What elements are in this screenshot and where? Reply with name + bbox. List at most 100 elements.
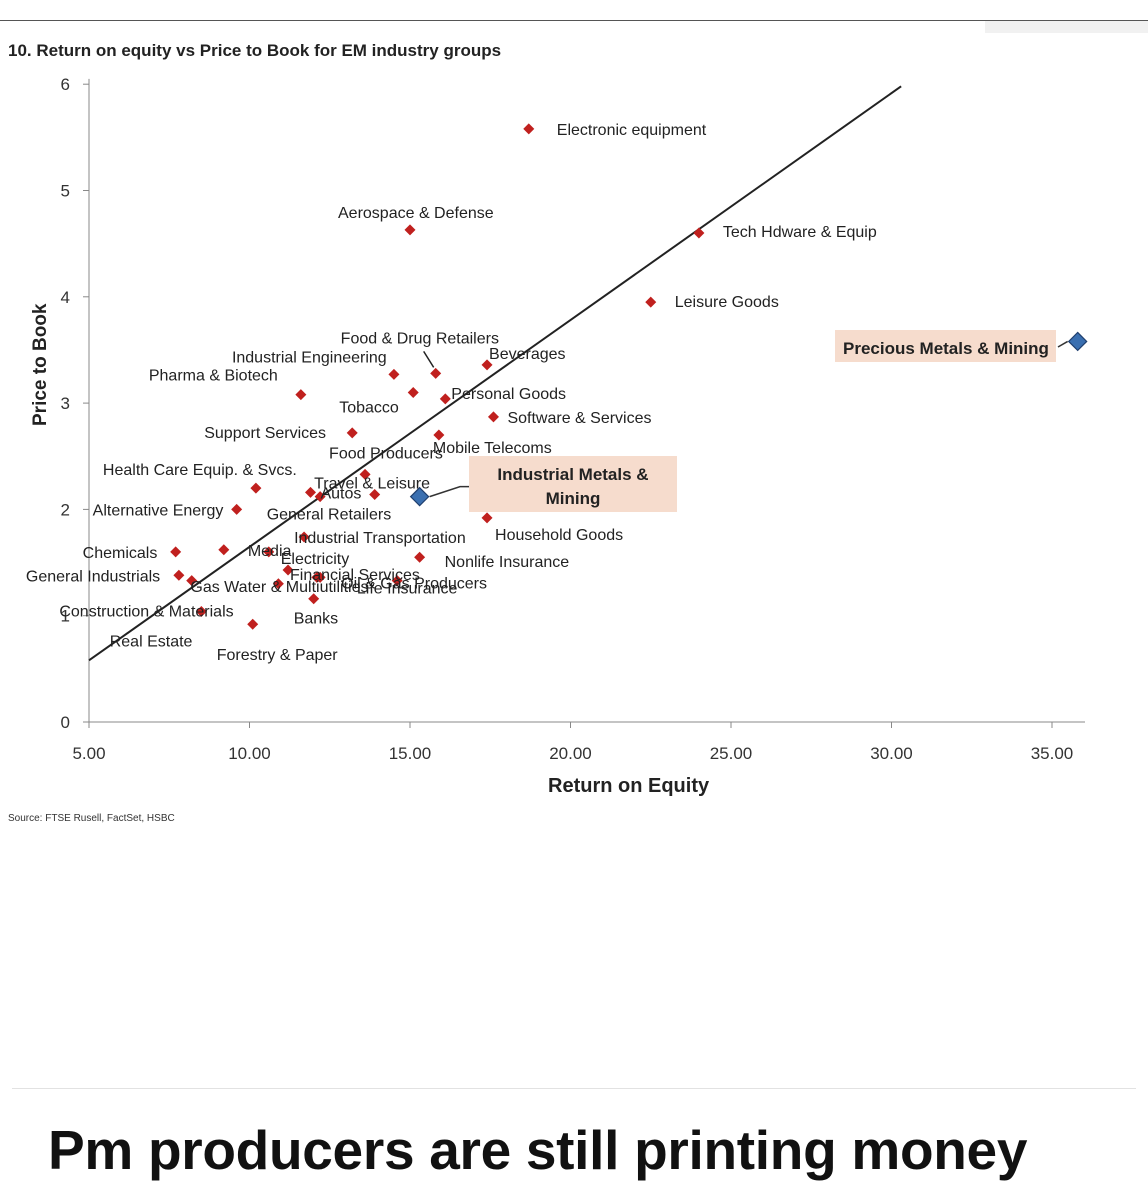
point-personal-goods — [439, 393, 451, 405]
point-general-retailers — [369, 489, 381, 501]
point-autos — [304, 486, 316, 498]
label-aerospace-defense: Aerospace & Defense — [338, 205, 494, 222]
label-electricity: Electricity — [281, 551, 349, 568]
data-points — [170, 123, 1088, 630]
point-mobile-telecoms — [433, 429, 445, 441]
x-tick-label: 15.00 — [389, 744, 432, 763]
label-autos: Autos — [320, 485, 361, 502]
point-alternative-energy — [231, 503, 243, 515]
label-line: Mining — [546, 489, 601, 508]
y-tick-label: 3 — [61, 394, 70, 413]
label-banks: Banks — [294, 611, 338, 628]
point-general-industrials — [173, 569, 185, 581]
y-tick-label: 2 — [61, 500, 70, 519]
y-tick-label: 6 — [61, 75, 70, 94]
point-industrial-engineering — [388, 368, 400, 380]
industrial-metals-leader — [429, 485, 469, 498]
point-health-care-equip-svcs — [250, 482, 262, 494]
point-media — [218, 544, 230, 556]
point-misc-1 — [314, 571, 326, 583]
point-travel-leisure — [314, 491, 326, 503]
highlight-boxes — [423, 330, 1069, 512]
label-mobile-telecoms: Mobile Telecoms — [433, 440, 552, 457]
point-oil-gas-producers — [391, 575, 403, 587]
label-alternative-energy: Alternative Energy — [93, 502, 224, 519]
point-labels: Electronic equipment Aerospace & Defense T… — [26, 122, 1049, 664]
point-financial-services — [282, 564, 294, 576]
industrial-metals-box — [469, 456, 677, 512]
label-household-goods: Household Goods — [495, 527, 623, 544]
point-support-services — [346, 427, 358, 439]
label-general-retailers: General Retailers — [267, 507, 392, 524]
label-electronic-equipment: Electronic equipment — [557, 122, 707, 139]
x-tick-label: 10.00 — [228, 744, 271, 763]
label-health-care-equip-svcs: Health Care Equip. & Svcs. — [103, 462, 297, 479]
label-oil-gas-producers: Oil & Gas Producers — [341, 576, 487, 593]
point-industrial-metals-mining — [409, 486, 430, 507]
label-personal-goods: Personal Goods — [451, 386, 566, 403]
label-life-insurance: Life Insurance — [357, 580, 458, 597]
point-tobacco — [407, 386, 419, 398]
label-food-drug-retailers: Food & Drug Retailers — [341, 330, 499, 347]
trendline-group — [88, 85, 902, 662]
label-construction-materials: Construction & Materials — [59, 603, 233, 620]
label-line: Industrial Metals & — [497, 465, 648, 484]
y-tick-label: 0 — [61, 713, 70, 732]
x-tick-label: 20.00 — [549, 744, 592, 763]
label-precious-metals-mining: Precious Metals & Mining — [843, 339, 1049, 358]
point-banks — [308, 593, 320, 605]
point-beverages — [481, 359, 493, 371]
point-food-drug-retailers — [430, 367, 442, 379]
precious-metals-box — [835, 330, 1056, 362]
label-industrial-transportation: Industrial Transportation — [294, 530, 466, 547]
x-tick-label: 30.00 — [870, 744, 913, 763]
label-leisure-goods: Leisure Goods — [675, 294, 779, 311]
label-pharma-biotech: Pharma & Biotech — [149, 368, 278, 385]
food-drug-leader — [423, 350, 435, 368]
label-chemicals: Chemicals — [83, 545, 158, 562]
x-axis-label: Return on Equity — [548, 775, 710, 797]
point-software-services — [487, 411, 499, 423]
label-beverages: Beverages — [489, 346, 566, 363]
point-construction-materials — [195, 605, 207, 617]
point-chemicals — [170, 546, 182, 558]
point-tech-hdware-equip — [693, 227, 705, 239]
label-nonlife-insurance: Nonlife Insurance — [445, 554, 570, 571]
label-general-industrials: General Industrials — [26, 568, 160, 585]
scatter-chart: 10. Return on equity vs Price to Book fo… — [8, 41, 1088, 824]
label-travel-leisure: Travel & Leisure — [314, 476, 430, 493]
x-tick-label: 35.00 — [1031, 744, 1074, 763]
point-precious-metals-mining — [1067, 331, 1088, 352]
y-tick-label: 4 — [61, 288, 70, 307]
label-financial-services: Financial Services — [290, 567, 420, 584]
trend-line — [88, 85, 902, 662]
point-food-producers — [359, 468, 371, 480]
point-nonlife-insurance — [414, 551, 426, 563]
top-fade — [985, 21, 1148, 33]
caption-divider — [12, 1088, 1136, 1089]
label-industrial-metals-mining: Industrial Metals & Mining — [497, 465, 648, 508]
point-industrial-transportation — [298, 531, 310, 543]
y-tick-label: 1 — [61, 607, 70, 626]
label-gas-water-multiutilities: Gas Water & Multiutilities — [190, 579, 368, 596]
x-tick-label: 5.00 — [72, 744, 105, 763]
label-industrial-engineering: Industrial Engineering — [232, 349, 387, 366]
precious-metals-leader — [1057, 340, 1069, 348]
top-divider — [0, 20, 1148, 21]
chart-title: 10. Return on equity vs Price to Book fo… — [8, 41, 501, 60]
label-tobacco: Tobacco — [339, 399, 399, 416]
label-software-services: Software & Services — [507, 410, 651, 427]
y-axis-label: Price to Book — [30, 303, 51, 426]
point-aerospace-defense — [404, 224, 416, 236]
point-pharma-biotech — [295, 389, 307, 401]
point-forestry-paper — [247, 618, 259, 630]
x-tick-label: 25.00 — [710, 744, 753, 763]
label-food-producers: Food Producers — [329, 445, 443, 462]
point-electricity — [263, 546, 275, 558]
chart-axes: 0 1 2 3 4 5 6 5.00 10.00 15.00 20.00 25.00 30.00 35.0… — [61, 75, 1085, 763]
label-media: Media — [248, 543, 292, 560]
point-real-estate — [186, 575, 198, 587]
y-tick-label: 5 — [61, 182, 70, 201]
label-forestry-paper: Forestry & Paper — [217, 647, 339, 664]
label-support-services: Support Services — [204, 425, 326, 442]
